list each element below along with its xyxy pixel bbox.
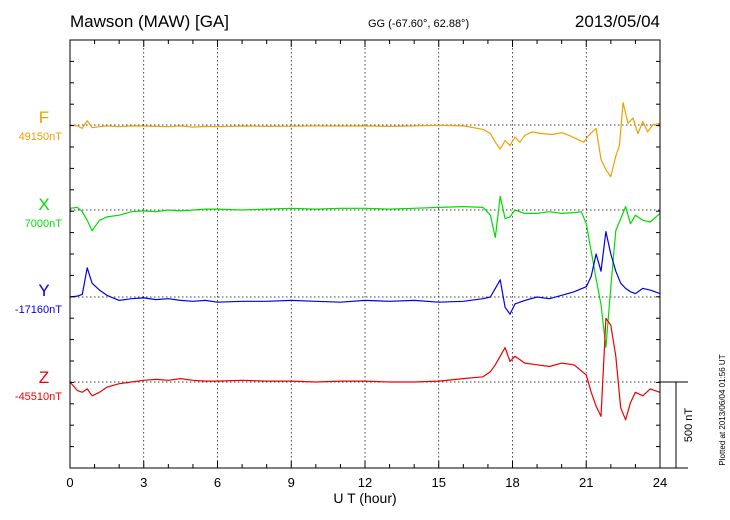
series-name-x: X — [38, 195, 49, 214]
x-tick-label: 9 — [288, 475, 295, 490]
x-axis-ticks: 0 3 6 9 12 15 18 21 24 — [66, 39, 667, 490]
station-coords: GG (-67.60°, 62.88°) — [368, 18, 469, 30]
baseline-label-x: 7000nT — [25, 218, 63, 230]
x-tick-label: 24 — [653, 475, 667, 490]
x-tick-label: 0 — [66, 475, 73, 490]
scale-bar-label: 500 nT — [683, 408, 695, 443]
series-name-f: F — [39, 108, 49, 127]
series-line-z — [69, 317, 661, 421]
series-line-y — [69, 231, 661, 315]
series-line-x — [69, 195, 661, 349]
baseline-label-f: 49150nT — [19, 131, 63, 143]
x-tick-label: 3 — [140, 475, 147, 490]
x-tick-label: 6 — [214, 475, 221, 490]
x-tick-label: 21 — [579, 475, 593, 490]
series-labels: F 49150nT X 7000nT Y -17160nT Z -45510nT — [15, 108, 62, 403]
x-tick-label: 12 — [358, 475, 372, 490]
baseline-label-z: -45510nT — [15, 391, 62, 403]
series-line-f — [69, 102, 661, 178]
plotted-note: Plotted at 2013/06/04 01:56 UT — [718, 354, 727, 465]
chart-date: 2013/05/04 — [575, 12, 660, 31]
grid — [70, 40, 660, 468]
x-tick-label: 15 — [432, 475, 446, 490]
x-tick-label: 18 — [505, 475, 519, 490]
chart-title: Mawson (MAW) [GA] — [70, 12, 229, 31]
baseline-label-y: -17160nT — [15, 304, 62, 316]
x-axis-label: U T (hour) — [333, 490, 396, 506]
series-lines — [69, 102, 661, 421]
series-name-y: Y — [38, 281, 49, 300]
scale-bar: 500 nT — [660, 381, 695, 469]
series-name-z: Z — [39, 368, 49, 387]
